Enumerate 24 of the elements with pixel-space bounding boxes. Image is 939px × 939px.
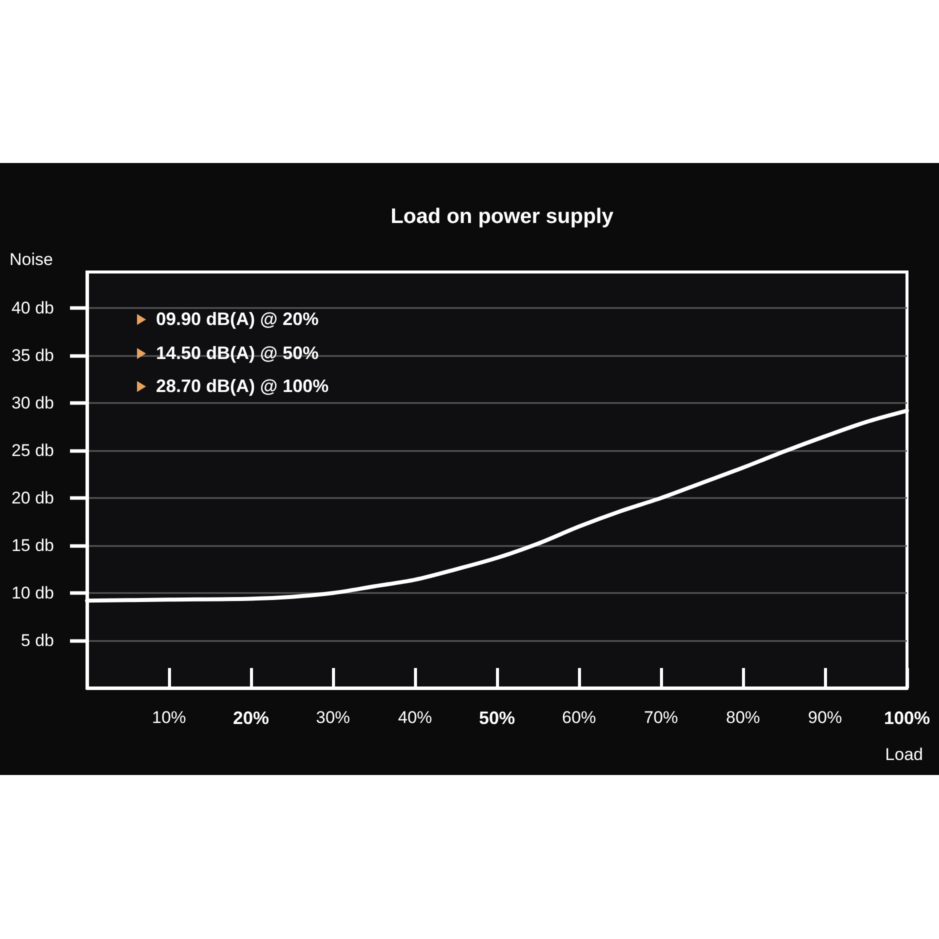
x-tick-label: 20% (232, 708, 270, 728)
y-tick-label: 10 db (11, 584, 54, 603)
annotation: 28.70 dB(A) @ 100% (156, 376, 329, 398)
x-tick-label: 100% (884, 708, 930, 728)
y-tick-label: 20 db (11, 488, 54, 508)
x-tick-label: 30% (316, 708, 350, 727)
y-tick-label: 25 db (11, 441, 54, 460)
chart-title: Load on power supply (390, 205, 614, 228)
y-tick-label: 5 db (20, 631, 54, 650)
y-tick-label: 15 db (11, 536, 54, 556)
y-tick-label: 40 db (11, 298, 54, 318)
x-tick-label: 60% (562, 708, 596, 727)
x-tick-label: 50% (478, 708, 516, 728)
y-tick-label: 30 db (11, 394, 54, 413)
y-axis-title: Noise (10, 250, 53, 269)
x-axis-title: Load (885, 745, 923, 764)
x-tick-label: 40% (398, 708, 432, 727)
x-tick-label: 70% (644, 708, 678, 727)
annotation: 14.50 dB(A) @ 50% (156, 342, 319, 364)
y-tick-label: 35 db (11, 346, 54, 366)
annotation: 09.90 dB(A) @ 20% (156, 309, 319, 330)
x-tick-label: 90% (808, 708, 842, 727)
x-tick-label: 80% (726, 708, 760, 727)
x-tick-label: 10% (152, 708, 186, 727)
